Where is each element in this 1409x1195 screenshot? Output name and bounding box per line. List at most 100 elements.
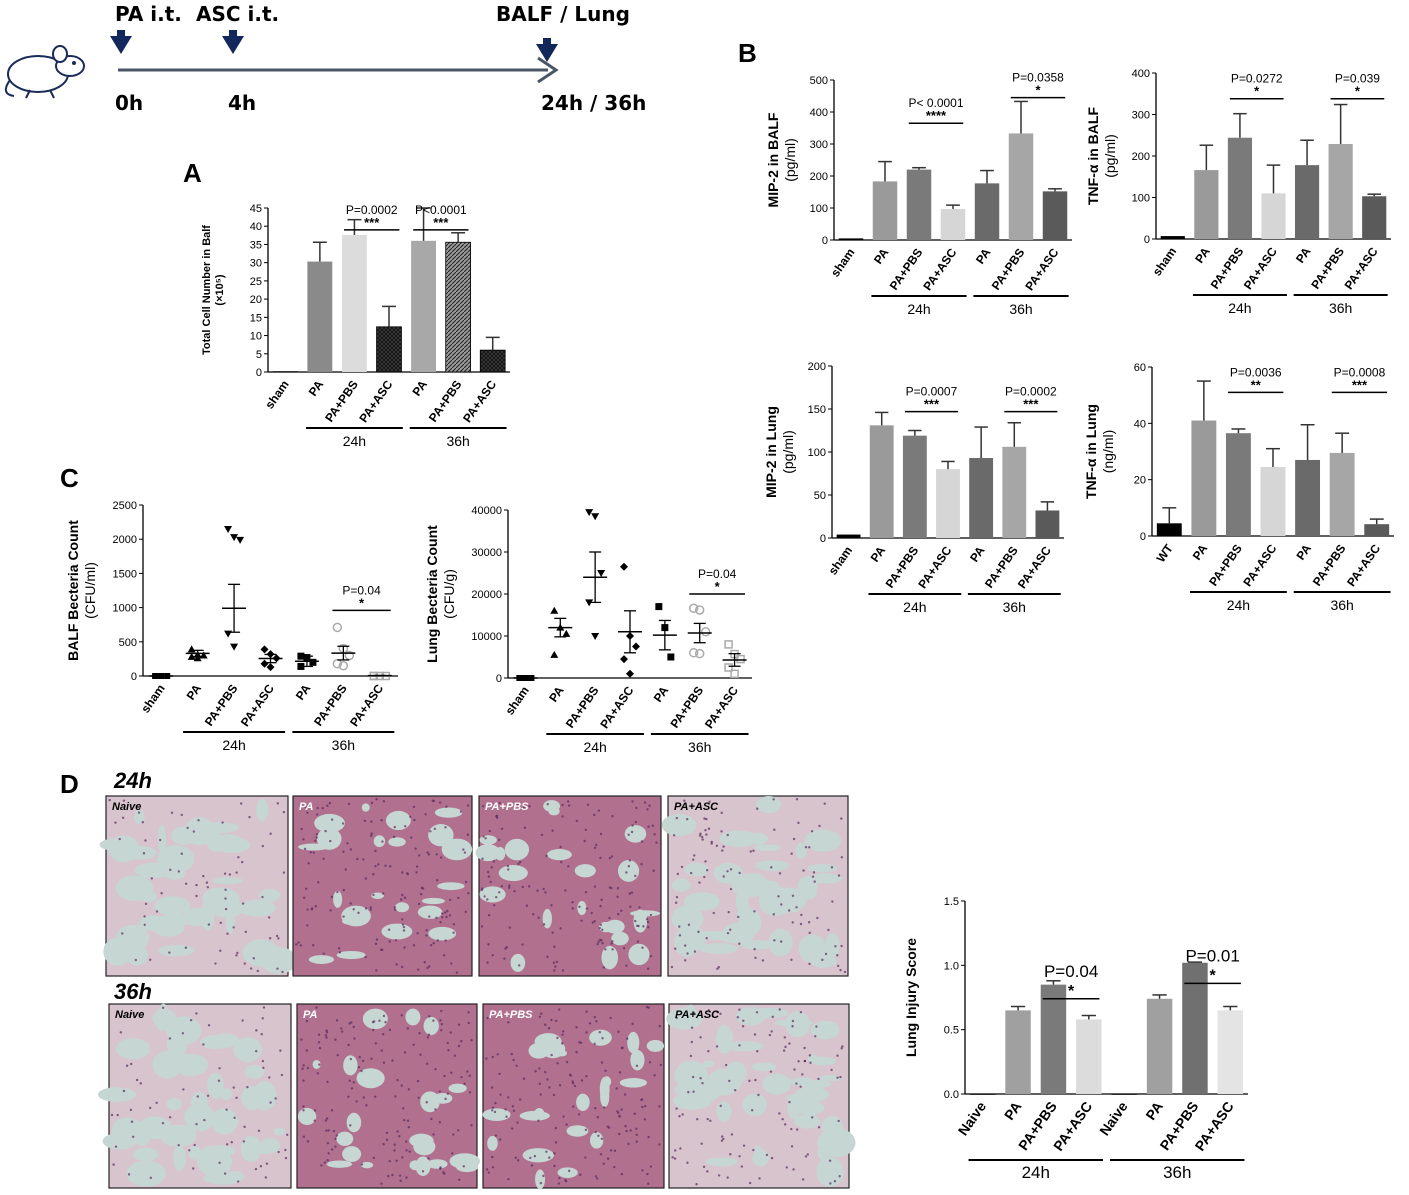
nucleus-dot: [284, 1148, 287, 1152]
nucleus-dot: [627, 833, 630, 836]
nucleus-dot: [559, 927, 562, 930]
nucleus-dot: [144, 839, 147, 842]
nucleus-dot: [127, 1173, 131, 1176]
nucleus-dot: [381, 1032, 385, 1036]
nucleus-dot: [816, 916, 819, 920]
alveolus-shape: [434, 807, 463, 818]
nucleus-dot: [606, 1157, 610, 1160]
alveolus-shape: [816, 1157, 844, 1187]
nucleus-dot: [567, 1169, 571, 1173]
nucleus-dot: [232, 1086, 235, 1089]
y-axis-unit: (×10⁵): [214, 274, 226, 305]
bar: [1042, 191, 1068, 240]
nucleus-dot: [709, 1119, 712, 1123]
y-tick-label: 40: [1134, 418, 1146, 430]
data-point: [236, 536, 245, 544]
nucleus-dot: [770, 1030, 773, 1033]
nucleus-dot: [685, 817, 689, 821]
sig-stars: ***: [1352, 377, 1368, 392]
nucleus-dot: [409, 815, 412, 818]
nucleus-dot: [807, 921, 811, 924]
nucleus-dot: [148, 1106, 152, 1110]
alveolus-shape: [605, 919, 625, 934]
y-tick-label: 5: [256, 349, 262, 361]
nucleus-dot: [325, 1117, 329, 1120]
nucleus-dot: [364, 877, 368, 880]
nucleus-dot: [401, 923, 405, 926]
histology-grid: 24h 36h Naive PA PA+PBS PA+ASC Naive PA PA+PBS…: [97, 768, 856, 1190]
bar: [1040, 984, 1067, 1094]
nucleus-dot: [362, 858, 365, 861]
alveolus-shape: [166, 1016, 202, 1045]
nucleus-dot: [248, 815, 251, 819]
nucleus-dot: [733, 1088, 737, 1092]
nucleus-dot: [444, 826, 447, 829]
nucleus-dot: [616, 895, 619, 899]
bar: [1260, 466, 1286, 536]
nucleus-dot: [597, 1134, 600, 1137]
nucleus-dot: [374, 864, 377, 868]
nucleus-dot: [720, 1135, 724, 1138]
data-point: [230, 534, 239, 542]
nucleus-dot: [223, 1172, 227, 1175]
nucleus-dot: [352, 1081, 356, 1084]
nucleus-dot: [340, 1030, 344, 1033]
nucleus-dot: [717, 1174, 721, 1177]
nucleus-dot: [499, 1093, 502, 1096]
nucleus-dot: [449, 1031, 452, 1034]
bar: [974, 183, 1000, 240]
nucleus-dot: [555, 960, 559, 964]
alveolus-shape: [385, 810, 411, 831]
nucleus-dot: [752, 849, 755, 852]
nucleus-dot: [431, 799, 434, 802]
nucleus-dot: [121, 932, 124, 935]
nucleus-dot: [380, 819, 383, 822]
nucleus-dot: [808, 846, 811, 849]
category-label: PA+ASC: [356, 377, 395, 425]
nucleus-dot: [235, 954, 238, 957]
nucleus-dot: [601, 942, 604, 945]
nucleus-dot: [267, 916, 271, 919]
alveolus-shape: [260, 947, 297, 974]
nucleus-dot: [620, 1172, 624, 1176]
nucleus-dot: [625, 1037, 629, 1040]
data-point: [193, 654, 202, 662]
nucleus-dot: [599, 1153, 603, 1156]
nucleus-dot: [595, 1020, 598, 1023]
category-label: PA+PBS: [1310, 542, 1349, 589]
nucleus-dot: [244, 930, 248, 934]
nucleus-dot: [452, 931, 455, 934]
category-label: PA+ASC: [915, 543, 954, 591]
alveolus-shape: [713, 862, 743, 884]
data-point: [550, 650, 559, 658]
nucleus-dot: [135, 1078, 139, 1082]
nucleus-dot: [690, 1040, 694, 1044]
nucleus-dot: [791, 1025, 794, 1028]
nucleus-dot: [649, 954, 653, 958]
nucleus-dot: [768, 1033, 772, 1037]
nucleus-dot: [184, 882, 188, 885]
nucleus-dot: [403, 1051, 407, 1054]
data-point: [620, 562, 628, 571]
nucleus-dot: [658, 1024, 662, 1028]
nucleus-dot: [651, 824, 655, 827]
alveolus-shape: [619, 1077, 648, 1088]
nucleus-dot: [396, 1078, 399, 1082]
nucleus-dot: [403, 946, 406, 949]
nucleus-dot: [410, 836, 413, 839]
nucleus-dot: [457, 1023, 461, 1026]
nucleus-dot: [318, 1063, 321, 1066]
nucleus-dot: [567, 804, 571, 807]
alveolus-shape: [683, 892, 720, 911]
alveolus-shape: [566, 1125, 589, 1137]
nucleus-dot: [316, 806, 319, 810]
alveolus-shape: [225, 908, 236, 934]
bar: [940, 208, 966, 240]
nucleus-dot: [401, 918, 404, 921]
nucleus-dot: [640, 862, 643, 866]
alveolus-shape: [260, 1138, 281, 1154]
nucleus-dot: [435, 916, 438, 920]
nucleus-dot: [347, 1095, 350, 1098]
group-label: 24h: [1022, 1163, 1050, 1182]
nucleus-dot: [600, 1137, 604, 1141]
